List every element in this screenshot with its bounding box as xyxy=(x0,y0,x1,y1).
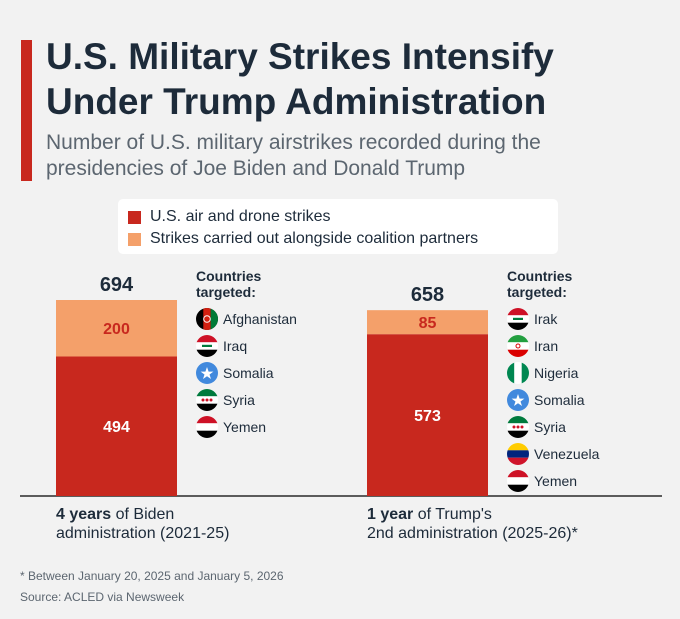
legend-swatch-us-strikes xyxy=(128,210,141,224)
country-name: Iraq xyxy=(223,337,248,354)
country-item: Yemen xyxy=(196,413,297,440)
country-item: Nigeria xyxy=(507,359,599,386)
country-item: Iran xyxy=(507,332,599,359)
chart-subtitle: Number of U.S. military airstrikes recor… xyxy=(46,131,541,180)
country-name: Syria xyxy=(223,391,255,408)
somalia-flag-icon xyxy=(507,388,529,411)
period-rest: of Trump's xyxy=(413,506,492,523)
footnote-note: * Between January 20, 2025 and January 5… xyxy=(20,569,284,583)
country-item: Irak xyxy=(507,305,599,332)
country-item: Syria xyxy=(507,413,599,440)
chart-title: U.S. Military Strikes Intensify Under Tr… xyxy=(46,36,554,122)
bar-value-label: 200 xyxy=(103,321,130,338)
bar-segment-coalition-strikes xyxy=(367,310,488,335)
country-name: Venezuela xyxy=(534,445,600,462)
legend-swatch-coalition-strikes xyxy=(128,232,141,246)
legend-item-us-strikes: U.S. air and drone strikes xyxy=(128,207,331,227)
countries-list-trump: Countries targeted: Irak Iran Nigeria So… xyxy=(507,268,599,494)
title-accent-bar xyxy=(21,40,32,181)
somalia-flag-icon xyxy=(196,361,218,384)
period-bold: 1 year xyxy=(367,506,414,523)
country-name: Somalia xyxy=(534,391,585,408)
iraq-flag-icon xyxy=(196,334,218,357)
country-name: Somalia xyxy=(223,364,274,381)
bar-segment-us-strikes xyxy=(367,334,488,496)
country-name: Irak xyxy=(534,310,558,327)
countries-list-biden: Countries targeted: Afghanistan Iraq Som… xyxy=(196,268,297,440)
country-item: Somalia xyxy=(196,359,297,386)
legend-label-us-strikes: U.S. air and drone strikes xyxy=(150,208,331,225)
category-label-biden: 4 years of Biden administration (2021-25… xyxy=(56,505,229,543)
country-item: Yemen xyxy=(507,467,599,494)
country-item: Iraq xyxy=(196,332,297,359)
nigeria-flag-icon xyxy=(507,361,529,384)
footnote-source: Source: ACLED via Newsweek xyxy=(20,590,185,604)
legend-label-coalition-strikes: Strikes carried out alongside coalition … xyxy=(150,230,479,247)
bar-segment-us-strikes xyxy=(56,356,177,496)
country-item: Somalia xyxy=(507,386,599,413)
country-item: Afghanistan xyxy=(196,305,297,332)
category-label-trump: 1 year of Trump's 2nd administration (20… xyxy=(367,505,578,543)
bar-value-label: 573 xyxy=(414,408,441,425)
period-line2: 2nd administration (2025-26)* xyxy=(367,525,578,542)
venezuela-flag-icon xyxy=(507,442,529,465)
countries-heading: Countries targeted: xyxy=(196,268,262,300)
yemen-flag-icon xyxy=(507,469,529,492)
country-item: Venezuela xyxy=(507,440,599,467)
country-name: Yemen xyxy=(534,472,578,489)
bar-total-label: 694 xyxy=(100,274,134,296)
country-name: Nigeria xyxy=(534,364,579,381)
country-name: Afghanistan xyxy=(223,310,297,327)
bar-value-label: 494 xyxy=(103,419,130,436)
bar-total-label: 658 xyxy=(411,284,444,306)
period-bold: 4 years xyxy=(56,506,112,523)
period-line2: administration (2021-25) xyxy=(56,525,230,542)
legend-item-coalition-strikes: Strikes carried out alongside coalition … xyxy=(128,229,478,249)
afghanistan-flag-icon xyxy=(196,307,218,330)
syria-flag-icon xyxy=(196,388,218,411)
country-name: Iran xyxy=(534,337,559,354)
yemen-flag-icon xyxy=(196,415,218,438)
country-item: Syria xyxy=(196,386,297,413)
bar-value-label: 85 xyxy=(419,315,437,332)
country-name: Yemen xyxy=(223,418,267,435)
country-name: Syria xyxy=(534,418,566,435)
countries-heading: Countries targeted: xyxy=(507,268,573,300)
iran-flag-icon xyxy=(507,334,529,357)
bar-segment-coalition-strikes xyxy=(56,300,177,357)
legend: U.S. air and drone strikes Strikes carri… xyxy=(118,199,558,254)
period-rest: of Biden xyxy=(111,506,175,523)
syria-flag-icon xyxy=(507,415,529,438)
iraq-flag-icon xyxy=(507,307,529,330)
